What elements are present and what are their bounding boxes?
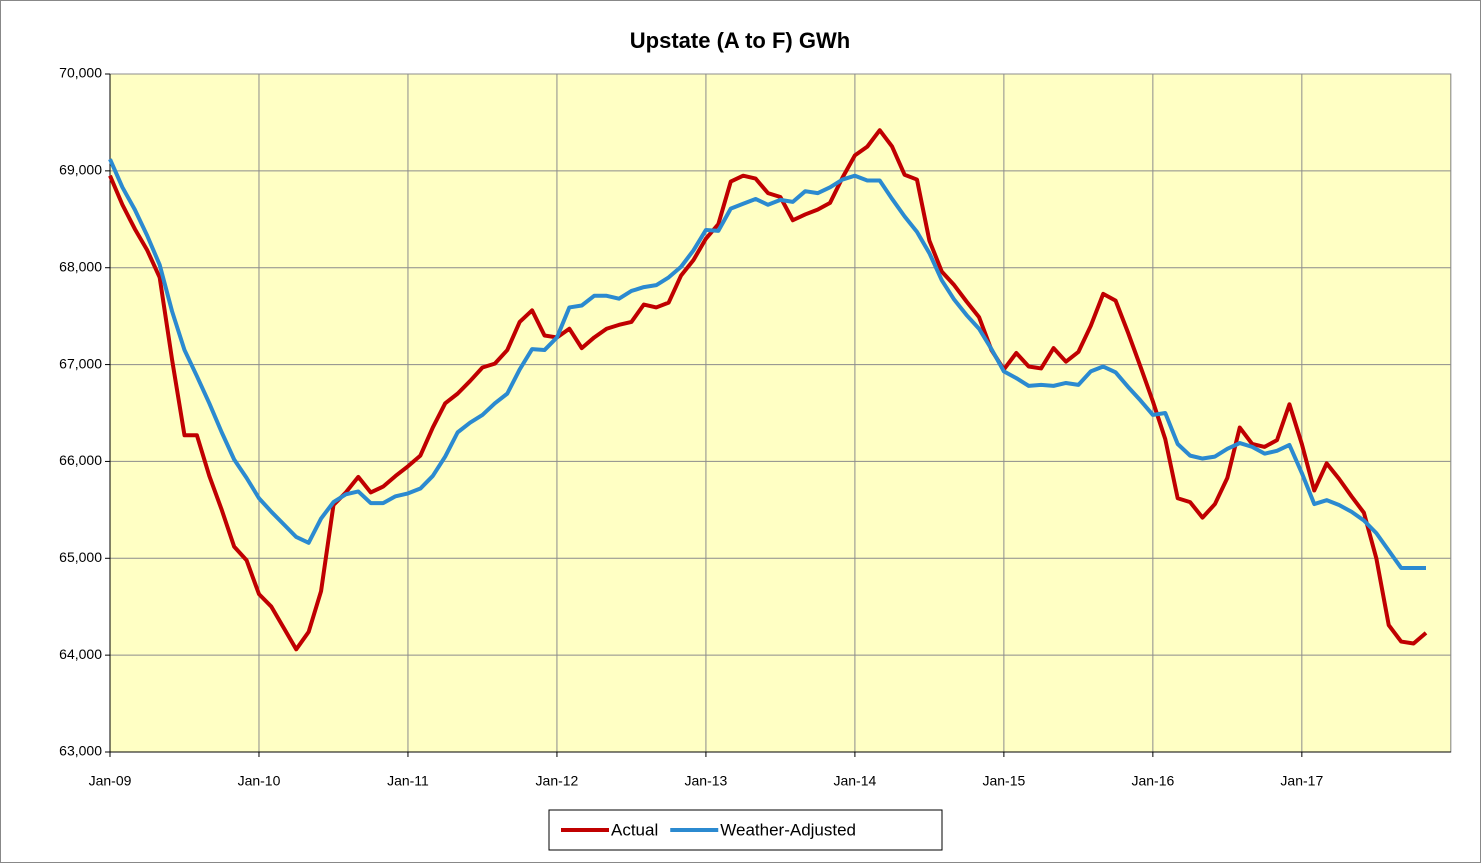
x-tick-label: Jan-14	[833, 773, 876, 789]
y-tick-label: 65,000	[59, 549, 102, 565]
x-tick-label: Jan-13	[685, 773, 728, 789]
y-tick-label: 68,000	[59, 258, 102, 274]
series-line	[108, 128, 1428, 652]
x-tick-label: Jan-16	[1131, 773, 1174, 789]
legend-box	[548, 809, 943, 851]
y-tick-label: 67,000	[59, 355, 102, 371]
y-tick-label: 63,000	[59, 743, 102, 759]
y-tick-label: 69,000	[59, 162, 102, 178]
plot-area	[109, 73, 1452, 753]
x-tick-label: Jan-15	[982, 773, 1025, 789]
y-tick-label: 70,000	[59, 65, 102, 81]
chart-title: Upstate (A to F) GWh	[630, 28, 850, 53]
x-tick-label: Jan-10	[238, 773, 281, 789]
x-tick-label: Jan-11	[387, 773, 429, 789]
x-tick-label: Jan-17	[1280, 773, 1323, 789]
x-tick-label: Jan-09	[89, 773, 132, 789]
x-tick-label: Jan-12	[536, 773, 579, 789]
legend-label: Weather-Adjusted	[720, 820, 856, 839]
y-tick-label: 66,000	[59, 452, 102, 468]
legend-label: Actual	[611, 820, 658, 839]
y-tick-label: 64,000	[59, 646, 102, 662]
series-line	[108, 158, 1426, 570]
